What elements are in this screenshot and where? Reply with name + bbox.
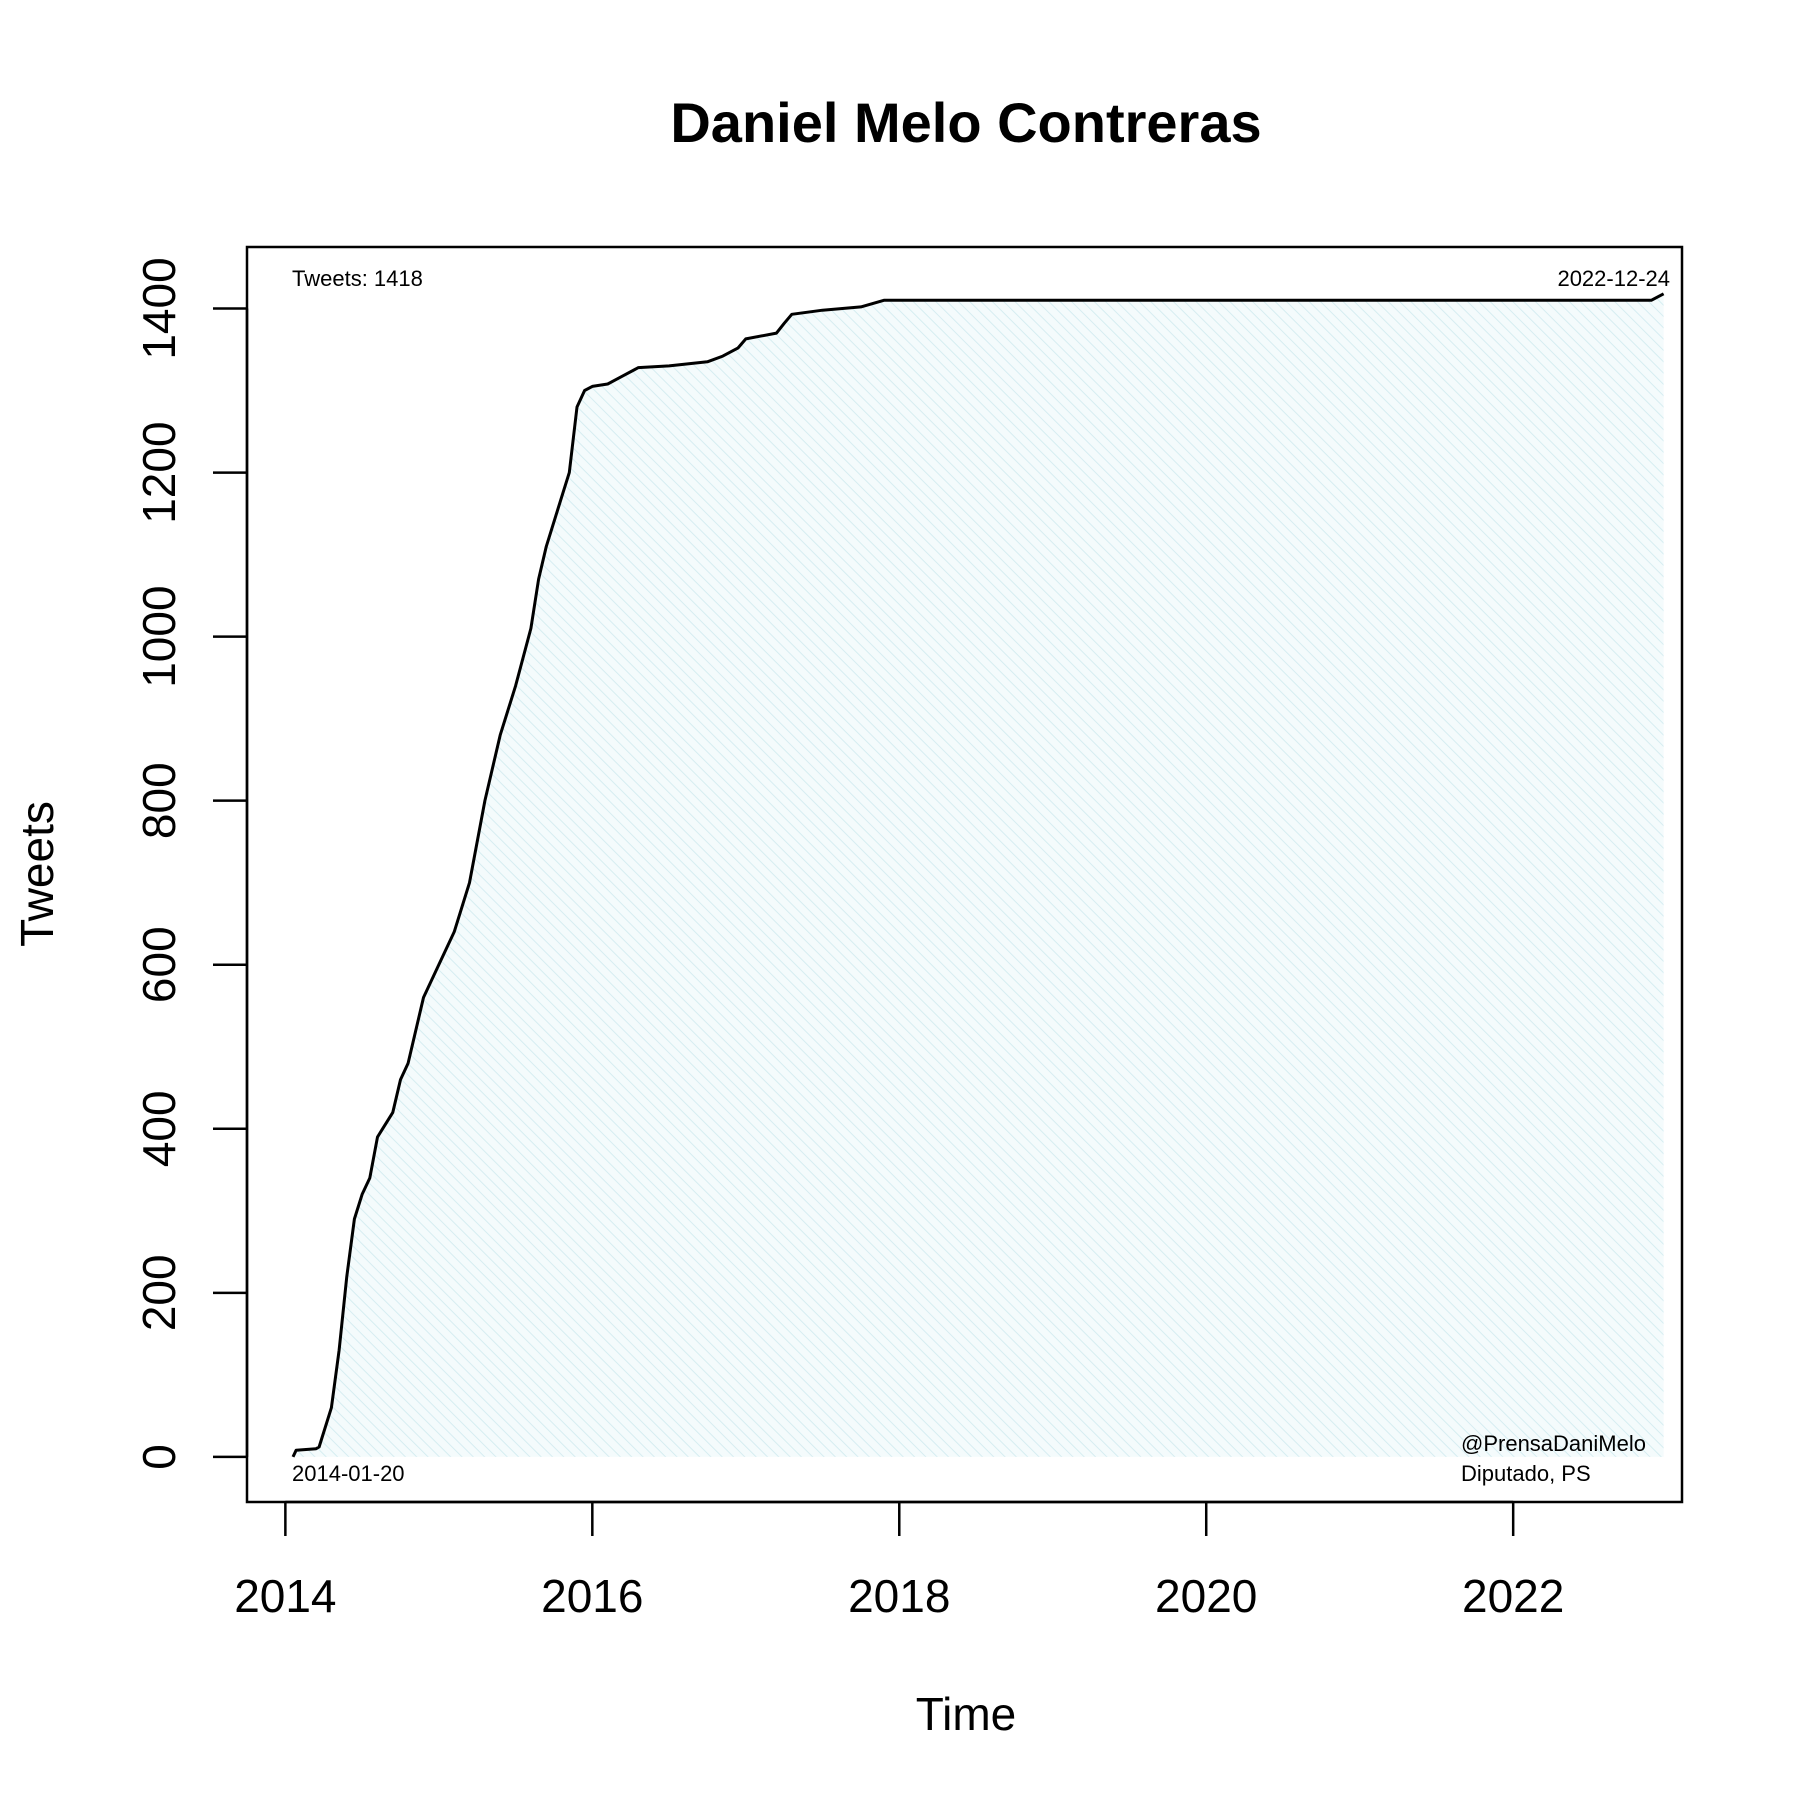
account-role-annotation: Diputado, PS	[1461, 1461, 1591, 1486]
end-date-annotation: 2022-12-24	[1557, 266, 1670, 291]
y-tick-label: 1200	[133, 421, 185, 523]
area-under-curve	[293, 293, 1664, 1457]
y-tick-label: 400	[133, 1090, 185, 1167]
y-tick-label: 0	[133, 1444, 185, 1470]
x-tick-label: 2016	[541, 1570, 643, 1622]
start-date-annotation: 2014-01-20	[292, 1461, 405, 1486]
chart-title: Daniel Melo Contreras	[670, 91, 1261, 154]
x-axis-label: Time	[916, 1688, 1017, 1740]
y-tick-label: 800	[133, 762, 185, 839]
tweet-count-annotation: Tweets: 1418	[292, 266, 423, 291]
x-tick-label: 2014	[234, 1570, 336, 1622]
x-axis: 2014 2016 2018 2020 2022	[234, 1500, 1564, 1622]
y-tick-label: 1000	[133, 585, 185, 687]
series-line	[291, 292, 1665, 1458]
y-tick-label: 1400	[133, 257, 185, 359]
y-axis: 0 200 400 600 800 1000 1200 1400	[133, 257, 249, 1470]
plot-area	[245, 245, 1684, 1504]
y-tick-label: 600	[133, 926, 185, 1003]
y-axis-label: Tweets	[11, 801, 63, 947]
x-tick-label: 2022	[1462, 1570, 1564, 1622]
y-tick-label: 200	[133, 1254, 185, 1331]
x-tick-label: 2018	[848, 1570, 950, 1622]
account-handle-annotation: @PrensaDaniMelo	[1461, 1431, 1646, 1456]
x-tick-label: 2020	[1155, 1570, 1257, 1622]
